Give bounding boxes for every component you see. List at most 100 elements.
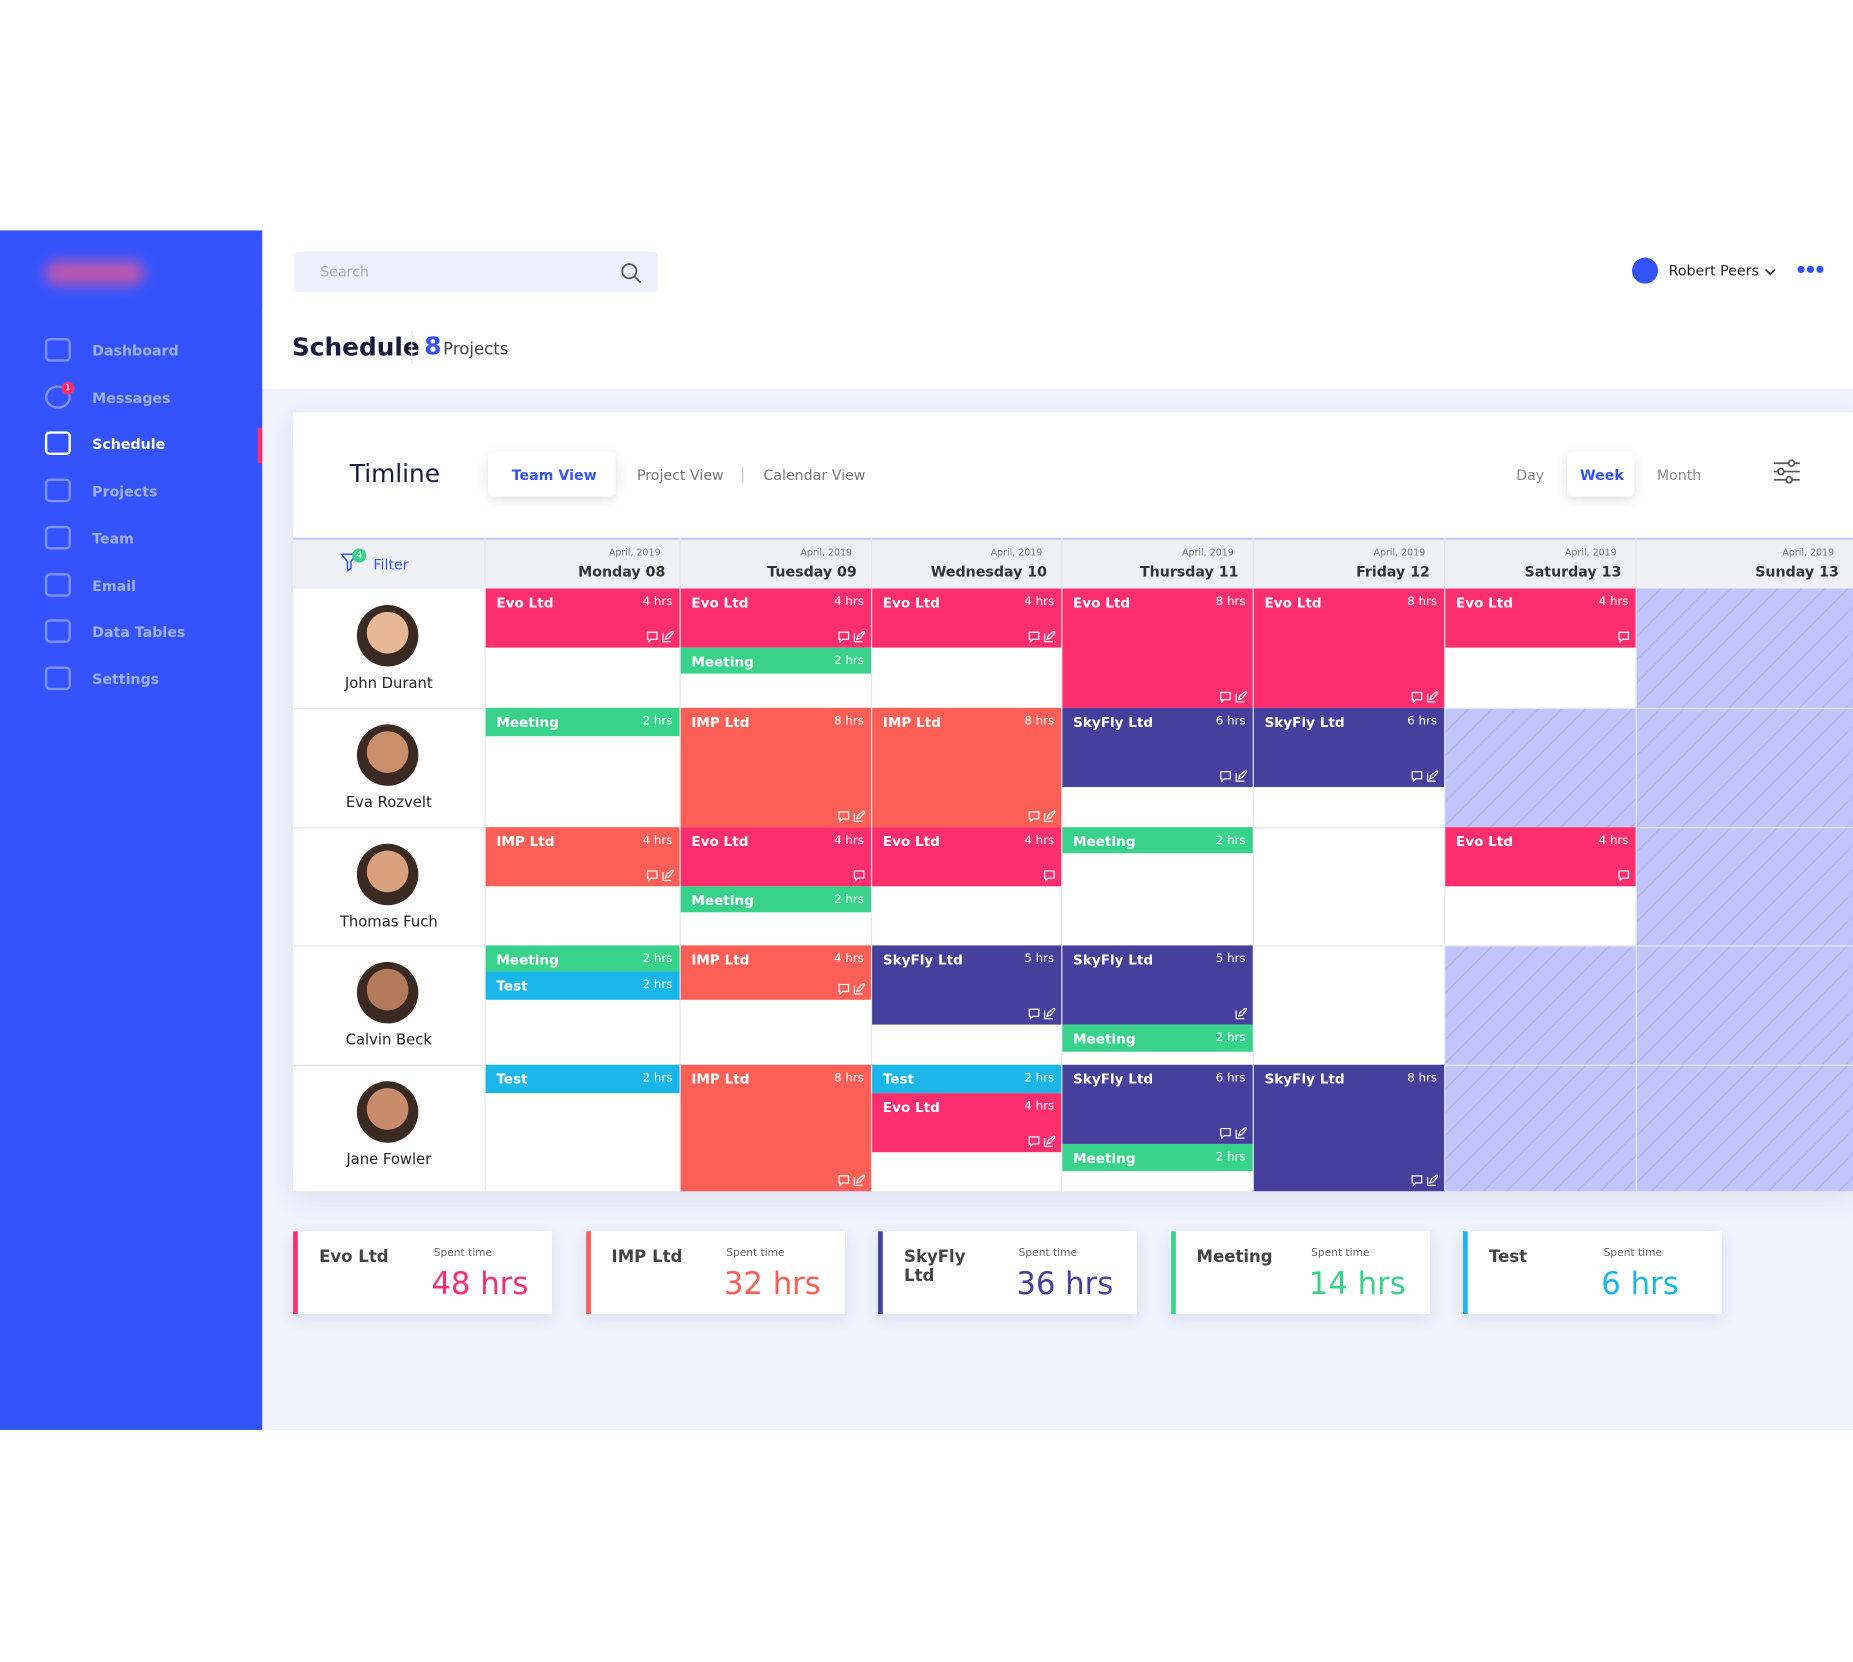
event-block[interactable]: Meeting 2 hrs <box>1062 827 1253 854</box>
edit-icon[interactable] <box>1235 770 1247 783</box>
period-tab[interactable]: Month <box>1656 466 1702 484</box>
comment-icon[interactable] <box>1618 870 1630 882</box>
edit-icon[interactable] <box>853 810 866 823</box>
settings-sliders[interactable] <box>1773 459 1801 485</box>
event-block[interactable]: SkyFly Ltd 6 hrs <box>1062 1064 1253 1144</box>
edit-icon[interactable] <box>1426 1174 1439 1187</box>
comment-icon[interactable] <box>838 1175 850 1187</box>
view-tab[interactable]: Calendar View <box>763 466 866 484</box>
column-line <box>1252 537 1254 1192</box>
edit-icon[interactable] <box>662 631 674 643</box>
summary-value: 48 hrs <box>431 1266 529 1303</box>
nav-item[interactable]: Projects <box>92 483 158 500</box>
event-block[interactable]: Test 2 hrs <box>485 1064 680 1094</box>
comment-icon[interactable] <box>1220 1127 1232 1140</box>
edit-icon[interactable] <box>662 869 674 882</box>
comment-icon[interactable] <box>1043 870 1055 882</box>
event-block[interactable]: Evo Ltd 4 hrs <box>872 588 1062 648</box>
edit-icon[interactable] <box>1043 1008 1056 1020</box>
user-avatar[interactable] <box>1632 257 1659 284</box>
period-tab[interactable]: Day <box>1516 466 1545 484</box>
edit-icon[interactable] <box>1043 631 1056 643</box>
comment-icon[interactable] <box>1028 1136 1040 1148</box>
nav-item[interactable]: Messages <box>92 389 171 407</box>
comment-icon[interactable] <box>838 983 850 996</box>
nav-item[interactable]: Schedule <box>92 436 166 454</box>
user-name[interactable]: Robert Peers <box>1668 262 1759 279</box>
comment-icon[interactable] <box>1411 1175 1423 1187</box>
comment-icon[interactable] <box>838 631 850 643</box>
comment-icon[interactable] <box>838 811 850 823</box>
search-box[interactable]: Search <box>294 251 659 292</box>
event-block[interactable]: Evo Ltd 4 hrs <box>485 588 680 648</box>
event-block[interactable]: Evo Ltd 4 hrs <box>872 827 1062 887</box>
event-block[interactable]: Evo Ltd 8 hrs <box>1062 588 1253 708</box>
comment-icon[interactable] <box>1220 771 1232 783</box>
day-month: April, 2019 <box>1782 547 1835 558</box>
edit-icon[interactable] <box>853 631 866 643</box>
event-block[interactable]: Meeting 2 hrs <box>1062 1024 1253 1052</box>
edit-icon[interactable] <box>1235 1008 1247 1020</box>
edit-icon[interactable] <box>1043 810 1056 823</box>
view-tab[interactable]: Team View <box>511 466 597 484</box>
event-block[interactable]: Meeting 2 hrs <box>680 886 871 913</box>
event-block[interactable]: IMP Ltd 8 hrs <box>872 707 1062 828</box>
edit-icon[interactable] <box>1235 1127 1247 1139</box>
event-block[interactable]: Evo Ltd 4 hrs <box>872 1093 1062 1153</box>
event-actions <box>838 1174 866 1187</box>
event-block[interactable]: Meeting 2 hrs <box>1062 1143 1253 1172</box>
comment-icon[interactable] <box>1220 691 1232 704</box>
summary-card: Evo Ltd Spent time 48 hrs <box>293 1231 552 1315</box>
event-block[interactable]: IMP Ltd 4 hrs <box>680 945 871 1000</box>
event-block[interactable]: IMP Ltd 8 hrs <box>680 1064 871 1192</box>
event-block[interactable]: SkyFly Ltd 6 hrs <box>1062 707 1253 788</box>
event-block[interactable]: Meeting 2 hrs <box>485 945 680 972</box>
event-hours: 5 hrs <box>1215 952 1246 966</box>
view-tab[interactable]: Project View <box>636 466 724 484</box>
comment-icon[interactable] <box>1028 631 1040 643</box>
event-block[interactable]: Evo Ltd 4 hrs <box>1445 827 1636 887</box>
event-block[interactable]: SkyFly Ltd 5 hrs <box>872 945 1062 1025</box>
edit-icon[interactable] <box>1043 1135 1056 1148</box>
event-block[interactable]: Evo Ltd 4 hrs <box>1445 588 1636 648</box>
event-block[interactable]: SkyFly Ltd 5 hrs <box>1062 945 1253 1025</box>
column-line <box>1061 537 1063 1192</box>
comment-icon[interactable] <box>1028 1008 1040 1020</box>
event-block[interactable]: SkyFly Ltd 8 hrs <box>1253 1064 1445 1192</box>
event-block[interactable]: Test 2 hrs <box>485 971 680 1000</box>
event-block[interactable]: SkyFly Ltd 6 hrs <box>1253 707 1445 788</box>
edit-icon[interactable] <box>1235 691 1247 703</box>
event-hours: 4 hrs <box>834 834 864 848</box>
comment-icon[interactable] <box>646 870 658 882</box>
comment-icon[interactable] <box>853 870 865 882</box>
event-block[interactable]: Evo Ltd 4 hrs <box>680 588 871 648</box>
period-tab[interactable]: Week <box>1580 466 1624 484</box>
nav-item[interactable]: Team <box>92 530 134 547</box>
nav-item[interactable]: Email <box>92 577 136 594</box>
comment-icon[interactable] <box>1411 771 1423 783</box>
event-block[interactable]: IMP Ltd 8 hrs <box>680 707 871 828</box>
event-block[interactable]: Evo Ltd 8 hrs <box>1253 588 1445 708</box>
edit-icon[interactable] <box>1426 770 1439 783</box>
edit-icon[interactable] <box>853 1174 866 1187</box>
nav-item[interactable]: Settings <box>92 671 160 688</box>
edit-icon[interactable] <box>1426 691 1439 703</box>
comment-icon[interactable] <box>1411 691 1423 704</box>
summary-value: 36 hrs <box>1016 1266 1114 1303</box>
filter-label[interactable]: Filter <box>373 556 409 574</box>
nav-item[interactable]: Data Tables <box>92 624 186 641</box>
event-block[interactable]: Evo Ltd 4 hrs <box>680 827 871 887</box>
event-block[interactable]: IMP Ltd 4 hrs <box>485 827 680 887</box>
comment-icon[interactable] <box>1028 811 1040 823</box>
edit-icon[interactable] <box>853 983 866 995</box>
event-block[interactable]: Test 2 hrs <box>872 1064 1062 1094</box>
comment-icon[interactable] <box>1618 631 1630 643</box>
column-line <box>1444 537 1446 1192</box>
event-hours: 2 hrs <box>1215 834 1246 848</box>
event-block[interactable]: Meeting 2 hrs <box>680 647 871 674</box>
nav-item[interactable]: Dashboard <box>92 342 179 360</box>
more-menu[interactable] <box>1796 264 1824 276</box>
event-block[interactable]: Meeting 2 hrs <box>485 707 680 737</box>
comment-icon[interactable] <box>646 631 658 643</box>
nav-icon <box>44 619 71 644</box>
